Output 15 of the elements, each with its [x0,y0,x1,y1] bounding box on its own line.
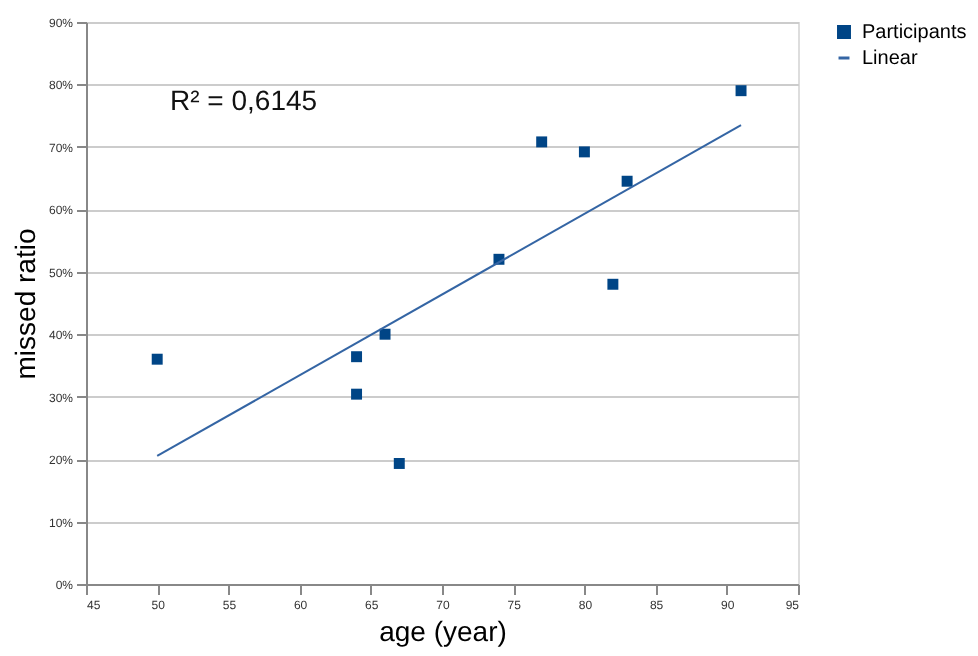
point [735,85,747,97]
point [578,146,590,158]
y-axis-title: missed ratio [8,228,41,380]
point [351,388,363,400]
annotation: R² = 0,6145 [170,84,318,116]
point [151,353,163,365]
legend-label: Linear [862,48,919,70]
x-axis-title: age (year) [379,615,507,647]
point [379,328,391,340]
point [607,278,619,290]
legend-label: Participants [862,22,967,44]
point [393,458,405,469]
point [536,136,548,148]
point [351,351,363,363]
point [621,175,633,187]
